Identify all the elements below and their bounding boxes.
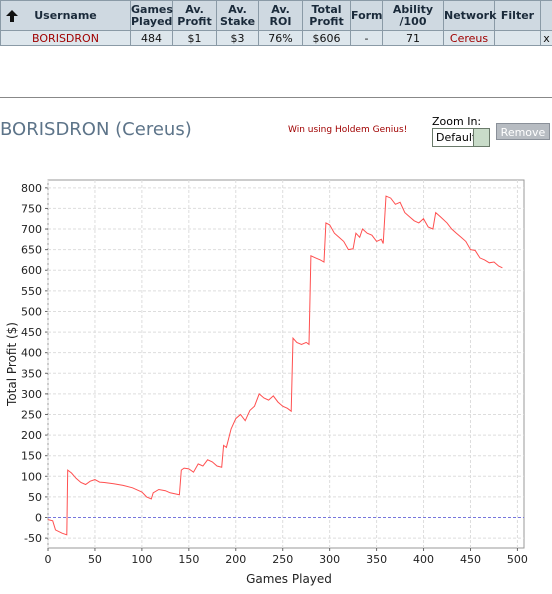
table-cell: $606 <box>302 30 351 46</box>
filter-cell <box>494 30 541 46</box>
y-tick-label: 750 <box>21 202 42 215</box>
y-tick-label: -50 <box>24 532 42 545</box>
table-cell: 484 <box>130 30 173 46</box>
x-tick-label: 150 <box>178 553 199 566</box>
table-cell[interactable]: Cereus <box>443 30 495 46</box>
y-tick-label: 0 <box>35 512 42 525</box>
x-tick-label: 350 <box>366 553 387 566</box>
x-tick-label: 450 <box>460 553 481 566</box>
x-tick-label: 0 <box>45 553 52 566</box>
x-tick-label: 250 <box>272 553 293 566</box>
zoom-label: Zoom In: <box>432 115 482 128</box>
y-tick-label: 600 <box>21 264 42 277</box>
y-tick-label: 550 <box>21 285 42 298</box>
y-tick-label: 800 <box>21 182 42 195</box>
y-tick-label: 700 <box>21 223 42 236</box>
x-tick-label: 300 <box>319 553 340 566</box>
column-header[interactable]: Form <box>350 0 383 31</box>
zoom-select[interactable]: Default <box>432 128 490 147</box>
y-tick-label: 100 <box>21 470 42 483</box>
sort-arrow[interactable] <box>6 10 18 22</box>
y-tick-label: 350 <box>21 367 42 380</box>
y-tick-label: 150 <box>21 450 42 463</box>
profit-line <box>47 195 503 536</box>
header-text: Username <box>34 8 97 22</box>
x-tick-label: 500 <box>507 553 528 566</box>
zoom-value: Default <box>436 131 477 144</box>
column-header[interactable]: Filter <box>494 0 541 31</box>
y-tick-label: 500 <box>21 305 42 318</box>
x-tick-label: 200 <box>225 553 246 566</box>
column-header[interactable]: Total Profit <box>302 0 351 31</box>
stats-table: Username Games Played Av. Profit Av. Stake A… <box>0 0 552 46</box>
column-header[interactable]: Games Played <box>130 0 173 31</box>
table-cell: 71 <box>382 30 444 46</box>
y-tick-label: 300 <box>21 388 42 401</box>
column-header[interactable]: Username <box>0 0 131 31</box>
x-tick-label: 400 <box>413 553 434 566</box>
promo-link[interactable]: Win using Holdem Genius! <box>288 125 408 135</box>
y-tick-label: 50 <box>28 491 42 504</box>
separator <box>0 97 552 98</box>
x-tick-label: 100 <box>131 553 152 566</box>
y-tick-label: 450 <box>21 326 42 339</box>
y-tick-label: 400 <box>21 347 42 360</box>
dropdown-arrow[interactable] <box>473 129 489 146</box>
column-header[interactable]: Network <box>443 0 496 31</box>
table-cell: $1 <box>172 30 217 46</box>
y-tick-label: 200 <box>21 429 42 442</box>
table-cell: - <box>350 30 383 46</box>
x-tick-label: 50 <box>88 553 102 566</box>
column-header[interactable]: Av. Stake <box>216 0 259 31</box>
table-cell: 76% <box>258 30 303 46</box>
header-row: Username Games Played Av. Profit Av. Stake A… <box>0 0 552 31</box>
remove-cell[interactable]: x <box>540 30 552 46</box>
x-axis-label: Games Played <box>246 572 332 586</box>
y-axis-label: Total Profit ($) <box>5 322 19 407</box>
header-cell <box>540 0 552 31</box>
y-tick-label: 650 <box>21 244 42 257</box>
column-header[interactable]: Av. Profit <box>172 0 217 31</box>
table-cell[interactable]: BORISDRON <box>0 30 131 46</box>
column-header[interactable]: Ability /100 <box>382 0 444 31</box>
remove-button[interactable]: Remove <box>496 123 550 140</box>
player-title: BORISDRON (Cereus) <box>0 119 192 140</box>
data-row: BORISDRON 484 $1 $3 76% $606-71 Cereus x <box>0 30 552 46</box>
table-cell: $3 <box>216 30 259 46</box>
y-tick-label: 250 <box>21 408 42 421</box>
column-header[interactable]: Av. ROI <box>258 0 303 31</box>
plot-area <box>47 179 525 549</box>
